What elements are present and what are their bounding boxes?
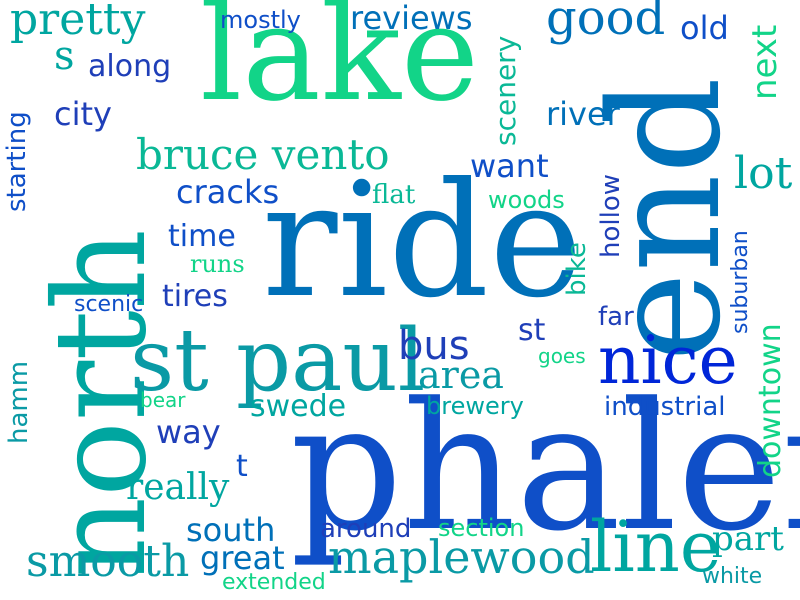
word-line: line — [590, 506, 722, 588]
word-far: far — [598, 302, 634, 332]
word-white: white — [702, 564, 763, 589]
word-starting: starting — [2, 111, 32, 212]
word-pretty: pretty — [10, 0, 146, 45]
word-downtown: downtown — [753, 323, 788, 478]
word-lake: lake — [200, 0, 480, 131]
word-south: south — [186, 511, 276, 549]
word-bruce-vento: bruce vento — [136, 130, 390, 179]
word-hamm: hamm — [4, 360, 34, 444]
word-bike: bike — [562, 242, 592, 296]
word-really: really — [126, 467, 230, 508]
word-s: s — [54, 33, 75, 79]
word-section: section — [438, 514, 525, 542]
word-nice: nice — [598, 322, 738, 399]
word-ride: ride — [262, 149, 583, 333]
word-woods: woods — [488, 186, 565, 214]
word-hollow: hollow — [596, 173, 626, 258]
word-time: time — [168, 219, 236, 254]
word-suburban: suburban — [728, 230, 753, 334]
word-area: area — [418, 353, 504, 397]
word-cracks: cracks — [176, 173, 280, 211]
word-along: along — [88, 49, 172, 84]
word-t: t — [236, 449, 248, 484]
word-bus: bus — [398, 323, 470, 369]
word-lot: lot — [734, 148, 793, 199]
word-scenery: scenery — [489, 35, 522, 146]
word-brewery: brewery — [426, 392, 524, 420]
word-want: want — [470, 147, 549, 185]
word-mostly: mostly — [220, 6, 301, 34]
word-good: good — [546, 0, 666, 46]
word-scenic: scenic — [74, 292, 144, 317]
word-runs: runs — [190, 250, 245, 278]
word-old: old — [680, 9, 729, 47]
word-tires: tires — [162, 279, 228, 314]
word-flat: flat — [372, 180, 416, 210]
word-st-paul: st paul — [130, 311, 426, 411]
word-reviews: reviews — [350, 0, 473, 37]
word-river: river — [546, 95, 620, 133]
word-great: great — [200, 539, 285, 577]
word-around: around — [320, 514, 412, 544]
word-maplewood: maplewood — [328, 530, 595, 584]
word-next: next — [745, 24, 785, 100]
word-part: part — [712, 519, 784, 559]
word-phalen: phalen — [290, 365, 800, 570]
word-st-small: st — [518, 313, 546, 348]
word-city: city — [54, 95, 112, 133]
word-industrial: industrial — [604, 392, 726, 422]
word-bear: bear — [140, 388, 186, 412]
word-swede: swede — [250, 389, 347, 424]
word-smooth: smooth — [26, 536, 190, 587]
word-extended: extended — [222, 570, 326, 595]
word-goes: goes — [538, 344, 586, 368]
word-way: way — [156, 413, 221, 451]
